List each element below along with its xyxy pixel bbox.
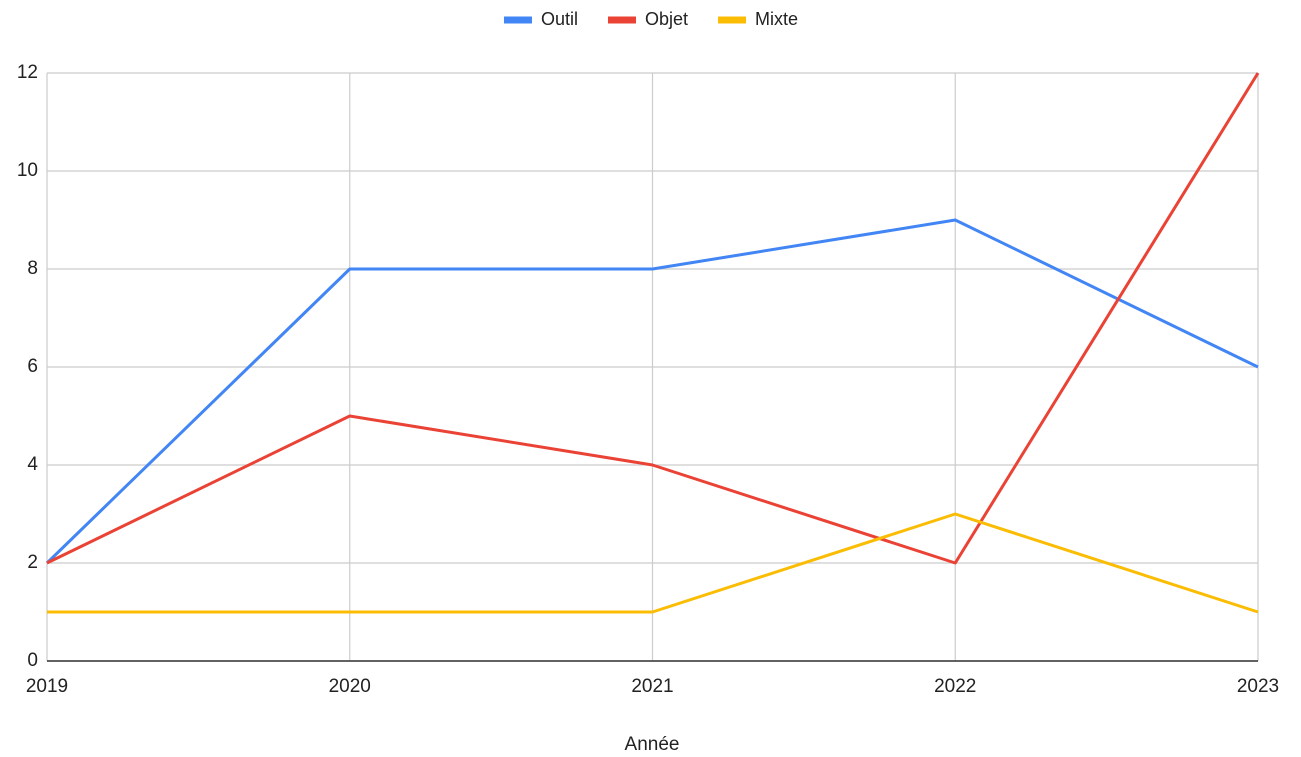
x-tick-label: 2022 (934, 676, 976, 697)
legend-label: Objet (645, 9, 688, 29)
legend: Outil Objet Mixte (503, 9, 798, 29)
y-tick-label: 10 (17, 160, 38, 181)
y-tick-label: 4 (27, 454, 38, 475)
x-axis-label: Année (625, 734, 680, 755)
series-line (47, 512, 1259, 614)
x-tick-label: 2023 (1237, 676, 1279, 697)
y-tick-label: 12 (17, 62, 38, 83)
y-tick-label: 8 (27, 258, 38, 279)
y-tick-label: 0 (27, 650, 38, 671)
x-tick-label: 2019 (26, 676, 68, 697)
x-tick-label: 2020 (329, 676, 371, 697)
series-line (45, 218, 1259, 565)
y-tick-label: 2 (27, 552, 38, 573)
series-line (46, 72, 1260, 565)
x-tick-label: 2021 (631, 676, 673, 697)
y-tick-label: 6 (27, 356, 38, 377)
legend-label: Mixte (755, 9, 798, 29)
legend-label: Outil (541, 9, 578, 29)
